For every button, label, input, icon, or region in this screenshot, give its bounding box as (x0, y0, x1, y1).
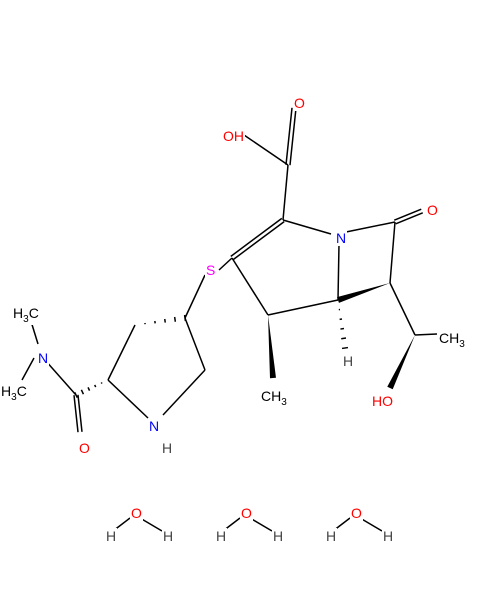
atom-label: H3C (12, 305, 40, 325)
atom-label: O (240, 505, 253, 521)
atom-label: N (37, 350, 49, 366)
atom-label: O (78, 440, 91, 456)
atom-label: O (426, 202, 439, 218)
atom-label: H (342, 353, 354, 369)
atom-label: O (130, 505, 143, 521)
atom-label: S (205, 262, 216, 278)
atom-label: H (325, 528, 337, 544)
atom-label: OH (222, 128, 245, 144)
atom-label: H (382, 528, 394, 544)
atom-label: CH3 (438, 330, 466, 350)
atom-label: H (161, 440, 173, 456)
atom-label: H (162, 528, 174, 544)
atom-label: N (335, 230, 347, 246)
atom-label: H (272, 528, 284, 544)
atom-label: CH3 (260, 388, 288, 408)
atom-label: H (215, 528, 227, 544)
atom-label: HO (371, 393, 394, 409)
atom-label: O (293, 95, 306, 111)
atom-label: O (350, 505, 363, 521)
atom-label: H (105, 528, 117, 544)
atom-label: N (148, 418, 160, 434)
atom-label: H3C (0, 383, 28, 403)
